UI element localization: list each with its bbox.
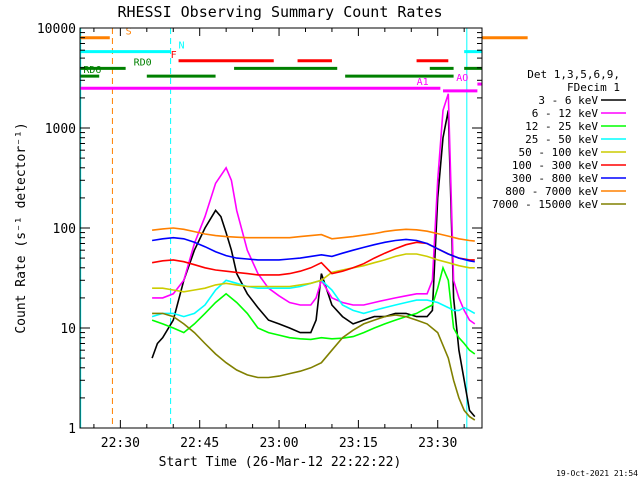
x-tick-label: 23:00 <box>259 436 298 451</box>
x-tick-label: 22:45 <box>180 436 219 451</box>
legend-label: 7000 - 15000 keV <box>492 198 598 211</box>
legend-label: 50 - 100 keV <box>519 146 599 159</box>
legend-label: 25 - 50 keV <box>525 133 598 146</box>
series-layer <box>151 93 476 421</box>
timestamp: 19-Oct-2021 21:54 <box>556 469 638 478</box>
series-line-3-6keV <box>151 110 476 418</box>
flag-label-RD6: RD6 <box>83 65 101 76</box>
legend-header-line: FDecim 1 <box>567 81 620 94</box>
legend-label: 300 - 800 keV <box>512 172 598 185</box>
y-tick-label: 100 <box>53 222 76 237</box>
flag-label-A1: A1 <box>417 77 429 88</box>
series-line-300-800keV <box>151 236 475 263</box>
y-tick-label: 1 <box>68 422 76 437</box>
x-axis-label: Start Time (26-Mar-12 22:22:22) <box>159 455 402 470</box>
flag-label-AO: AO <box>456 73 468 84</box>
flag-label-F: F <box>171 50 177 61</box>
x-tick-label: 22:30 <box>101 436 140 451</box>
y-axis: 1 10 100 1000 10000 <box>37 22 482 437</box>
series-line-50-100keV <box>152 253 475 293</box>
series-line-7000-15000keV <box>152 312 476 421</box>
x-tick-label: 23:30 <box>418 436 457 451</box>
flag-label-S: S <box>126 27 132 38</box>
series-line-12-25keV <box>151 265 476 355</box>
series-line-800-7000keV <box>152 227 475 242</box>
legend-header-line: Det 1,3,5,6,9, <box>527 68 620 81</box>
flag-bars: S NF RD0 RD6 A1 AO <box>80 27 528 93</box>
y-axis-label: Count Rate (s⁻¹ detector⁻¹) <box>14 122 29 333</box>
legend-label: 12 - 25 keV <box>525 120 598 133</box>
series-line-25-50keV <box>151 279 476 318</box>
series-line-6-12keV <box>152 93 476 325</box>
x-tick-label: 23:15 <box>339 436 378 451</box>
legend-label: 100 - 300 keV <box>512 159 598 172</box>
y-tick-label: 1000 <box>45 122 76 137</box>
chart-title: RHESSI Observing Summary Count Rates <box>117 3 442 21</box>
y-tick-label: 10 <box>60 322 76 337</box>
flag-label-RD0: RD0 <box>134 57 152 68</box>
y-tick-label: 10000 <box>37 22 76 37</box>
x-axis: 22:30 22:45 23:00 23:15 23:30 <box>93 28 465 451</box>
series-line-100-300keV <box>151 241 475 276</box>
legend-label: 6 - 12 keV <box>532 107 599 120</box>
flag-label-N: N <box>179 41 185 52</box>
legend-label: 800 - 7000 keV <box>505 185 598 198</box>
legend-label: 3 - 6 keV <box>538 94 598 107</box>
